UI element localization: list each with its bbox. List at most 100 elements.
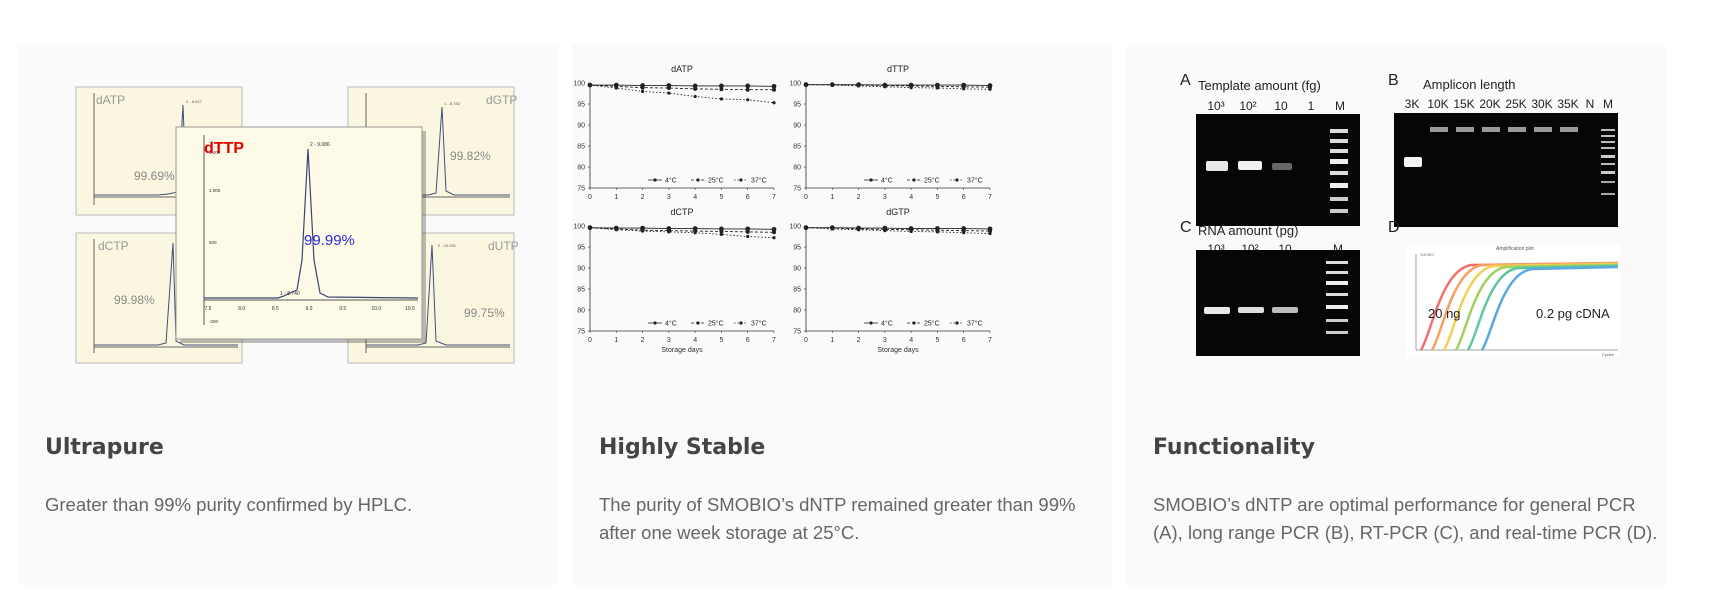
lane-label: M <box>1335 99 1345 113</box>
main-purity-value: 99.99% <box>304 232 355 249</box>
peak-tag: 2 - 8.927 <box>186 99 203 104</box>
lane-label: 10³ <box>1207 99 1224 113</box>
legend-marker <box>912 178 916 182</box>
y-tick-label: 85 <box>793 287 801 294</box>
legend-marker <box>696 178 700 182</box>
data-point <box>856 84 861 88</box>
data-point <box>988 87 992 91</box>
gel-lane-labels: 3K 10K 15K 20K 25K 30K 35K N M <box>1405 97 1613 111</box>
chromatogram-trace <box>366 106 510 196</box>
hplc-chart-dttp-main: 1,400 1,000 500 -200 dTTP 99.99% 2 - 9.0… <box>175 126 426 343</box>
x-tick-label: 4 <box>909 194 913 201</box>
y-tick-label: 75 <box>577 186 585 193</box>
data-point <box>772 236 776 240</box>
data-point <box>909 86 913 90</box>
gel-title: Amplicon length <box>1423 77 1516 92</box>
legend-label: 37°C <box>967 320 983 328</box>
legend-marker <box>869 178 873 182</box>
data-point <box>856 228 861 232</box>
data-point <box>988 231 992 236</box>
feature-description: SMOBIO’s dNTP are optimal performance fo… <box>1153 494 1658 543</box>
lane-label: 15K <box>1453 97 1474 111</box>
x-tick-label: 1 <box>614 337 618 344</box>
gel-image-b <box>1394 113 1618 227</box>
series-line <box>805 227 991 232</box>
x-tick-label: 4 <box>693 194 697 201</box>
data-point <box>804 83 808 87</box>
x-tick-label: 4 <box>693 337 697 344</box>
data-point <box>719 87 724 92</box>
data-point <box>909 229 913 234</box>
chart-title: dCTP <box>670 207 693 217</box>
x-tick-label: 1 <box>830 194 834 201</box>
legend-label: 25°C <box>924 177 940 185</box>
lane-label: 10K <box>1427 97 1448 111</box>
x-tick-label: 7.5 <box>205 306 212 312</box>
data-point <box>614 228 618 232</box>
x-tick-label: 5 <box>719 194 723 201</box>
legend-label: 4°C <box>881 320 893 328</box>
gel-title: RNA amount (pg) <box>1198 223 1298 238</box>
x-tick-label: 1 <box>614 194 618 201</box>
gel-bands-b <box>1404 127 1615 195</box>
lane-label: N <box>1586 97 1595 111</box>
data-point <box>640 89 645 93</box>
x-axis-label: Storage days <box>661 347 703 354</box>
y-tick-label: 90 <box>793 123 801 130</box>
amp-curve <box>1480 265 1619 351</box>
y-tick-label: 100 <box>573 81 585 88</box>
data-point <box>719 97 724 101</box>
pcr-figure: A Template amount (fg) 10³ 10² 10 1 M B Ampl… <box>1180 72 1620 357</box>
y-tick-label: 80 <box>577 165 585 172</box>
gel-image-c <box>1196 250 1360 356</box>
data-point <box>988 229 992 234</box>
x-tick-label: 3 <box>883 194 887 201</box>
feature-card-functionality: A Template amount (fg) 10³ 10² 10 1 M B Ampl… <box>1126 45 1666 585</box>
x-tick-label: 2 <box>641 337 645 344</box>
data-point <box>614 86 618 90</box>
data-point <box>745 83 751 89</box>
data-point <box>588 226 592 230</box>
lane-label: 25K <box>1505 97 1526 111</box>
legend-marker <box>739 178 743 182</box>
amp-curve <box>1430 261 1619 351</box>
data-point <box>771 83 777 89</box>
gel-lane-labels: 10³ 10² 10 1 M <box>1207 99 1345 113</box>
series-line <box>589 227 775 230</box>
x-tick-label: 9.0 <box>306 306 313 312</box>
hplc-figure: dATP 99.69% 2 - 8.927 dGTP 99.82% 1 - 8.… <box>75 86 519 364</box>
y-tick-label: 80 <box>577 308 585 315</box>
data-point <box>693 86 698 91</box>
lane-label: 20K <box>1479 97 1500 111</box>
series-line <box>806 227 991 230</box>
data-point <box>667 230 671 234</box>
x-tick-label: 2 <box>857 194 861 201</box>
data-point <box>772 87 776 92</box>
legend-label: 25°C <box>708 177 724 185</box>
purity-value: 99.98% <box>114 293 155 307</box>
y-tick-label: 85 <box>577 144 585 151</box>
chromatogram-trace <box>366 244 510 346</box>
data-point <box>935 86 940 90</box>
feature-heading: Highly Stable <box>599 435 766 460</box>
stability-chart-datp: dATP100959085807501234567Purity (%)4°C25… <box>573 64 777 201</box>
x-tick-label: 0 <box>804 194 808 201</box>
data-point <box>962 87 966 91</box>
x-tick-label: 9.5 <box>339 306 346 312</box>
data-point <box>772 230 776 235</box>
series-line <box>589 227 775 233</box>
data-point <box>640 229 645 233</box>
x-tick-label: 7 <box>772 337 776 344</box>
x-tick-label: 6 <box>746 337 750 344</box>
x-tick-label: 7 <box>772 194 776 201</box>
y-tick-label: 100 <box>789 224 801 231</box>
data-point <box>830 227 834 231</box>
y-tick-label: 100 <box>573 224 585 231</box>
x-tick-label: 10.5 <box>405 306 415 312</box>
data-point <box>667 91 671 95</box>
lane-label: 1 <box>1308 99 1315 113</box>
feature-heading: Ultrapure <box>45 435 164 460</box>
y-tick-label: 90 <box>577 266 585 273</box>
x-tick-label: 3 <box>667 337 671 344</box>
data-point <box>693 231 697 235</box>
